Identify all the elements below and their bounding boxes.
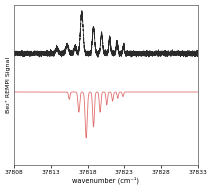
Y-axis label: Be₂⁺ REMPI Signal: Be₂⁺ REMPI Signal [6, 57, 11, 113]
X-axis label: wavenumber (cm⁻¹): wavenumber (cm⁻¹) [73, 177, 139, 184]
